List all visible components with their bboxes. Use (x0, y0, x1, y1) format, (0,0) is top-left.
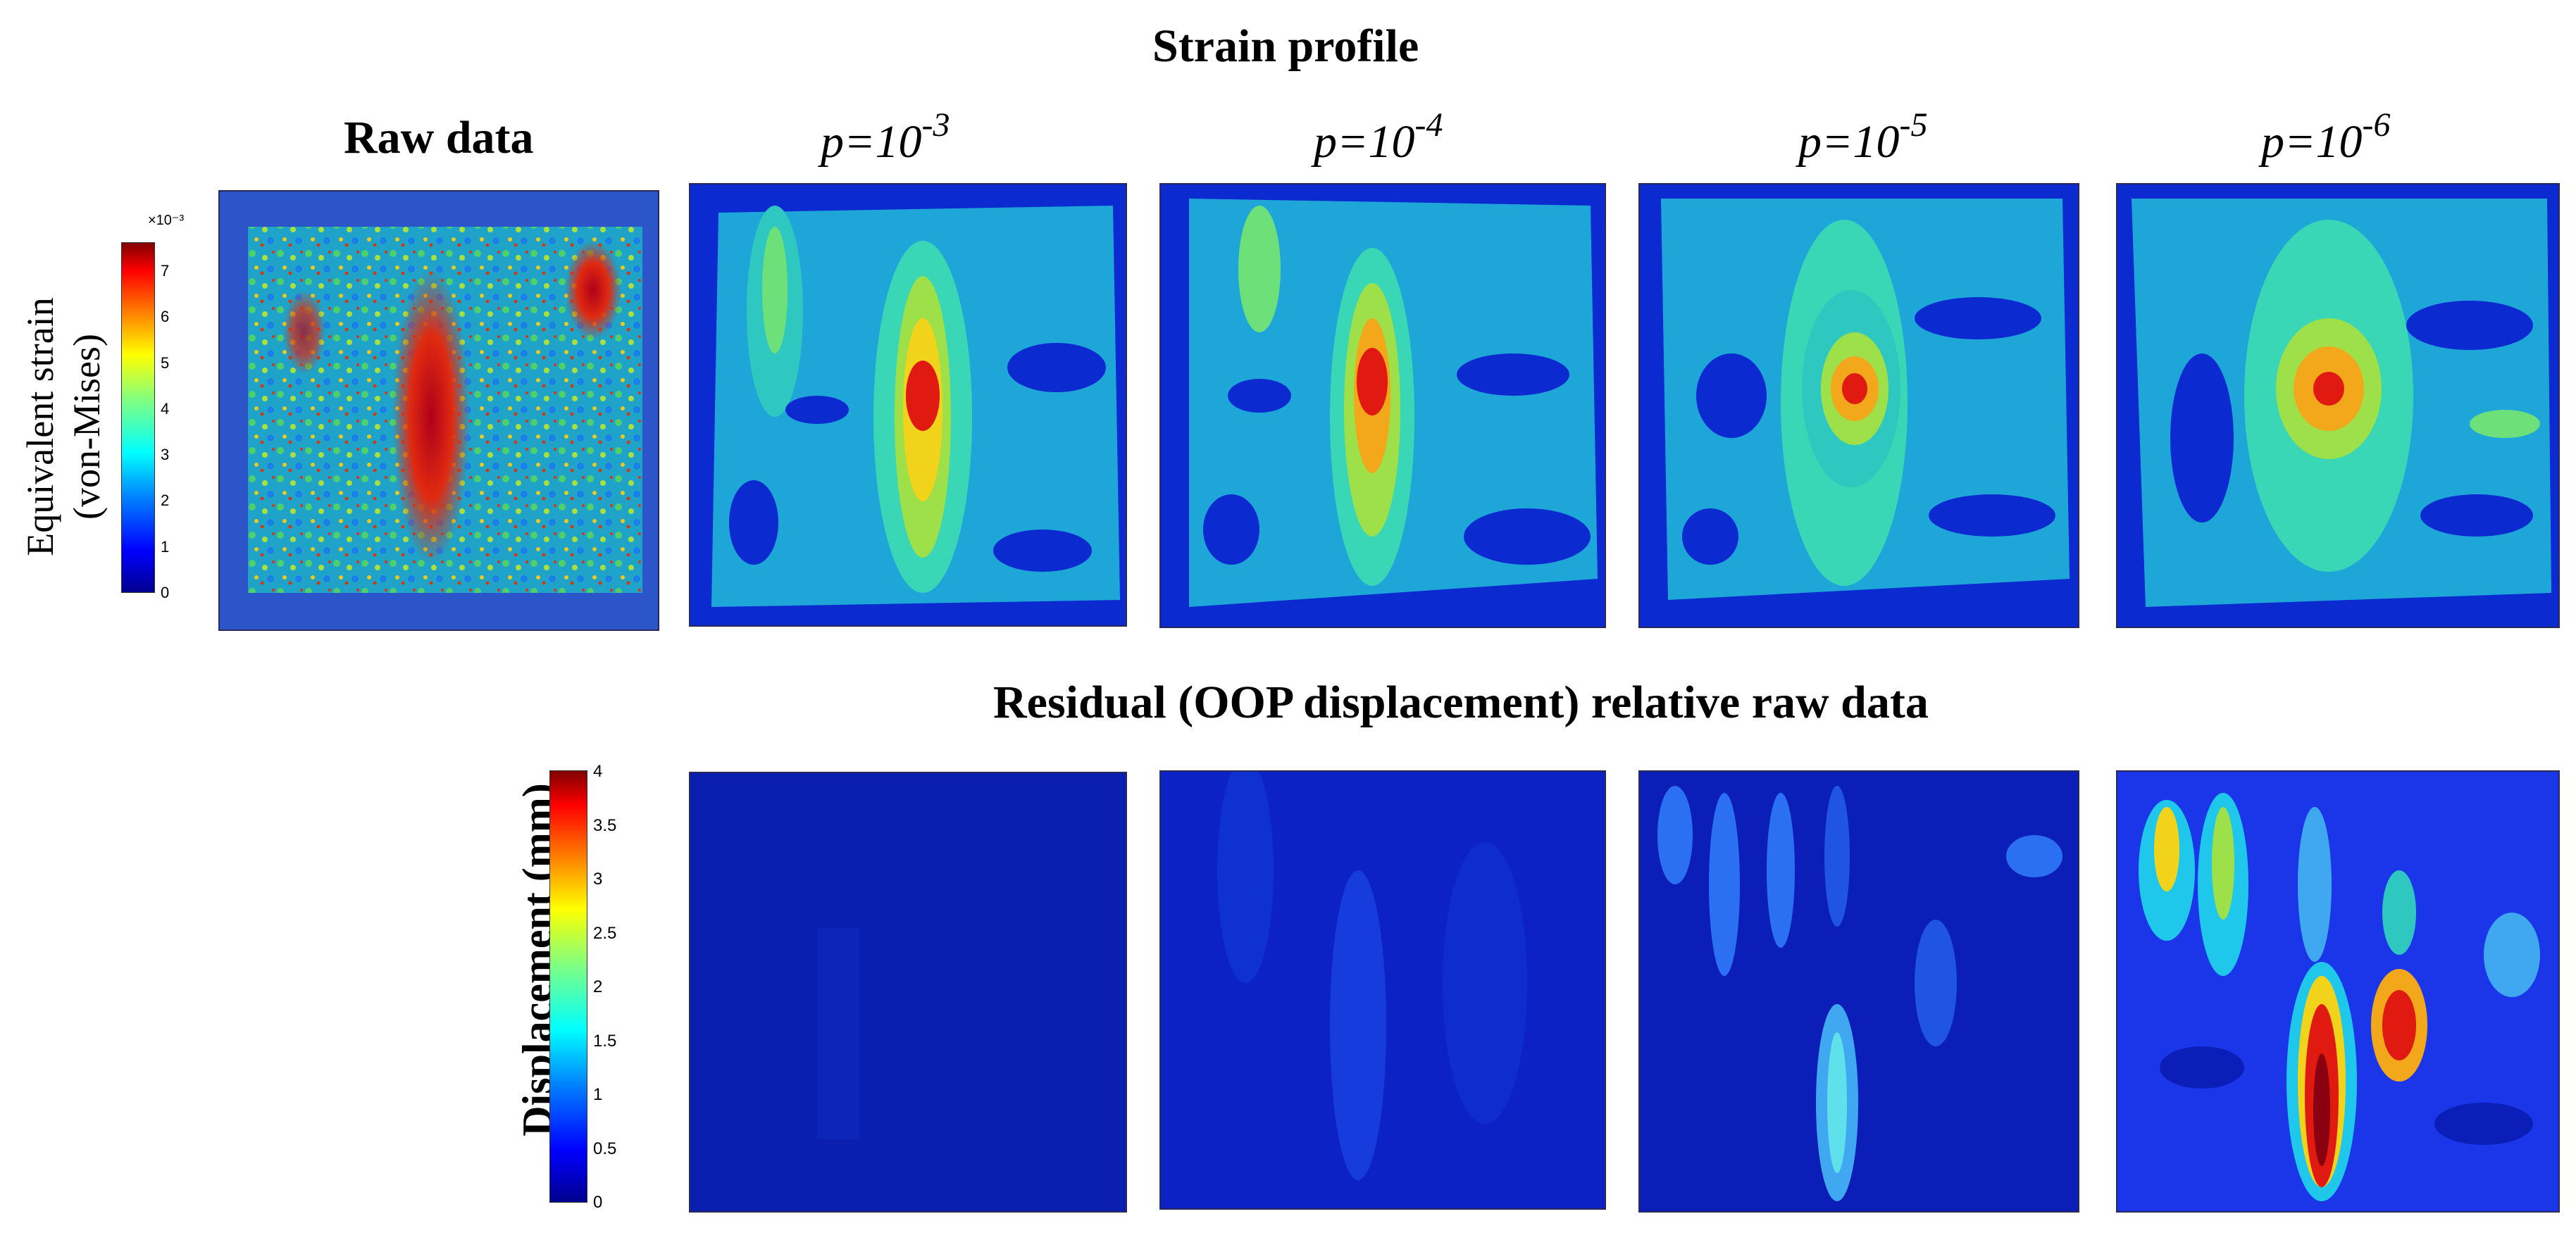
residual-panel-p1e-4 (1159, 770, 1606, 1210)
strain-colorbar (121, 242, 155, 593)
strain-panel-p1e-5 (1638, 183, 2079, 628)
p-label-1e-5: p=10-5 (1798, 106, 1928, 168)
strain-tick-4: 4 (161, 399, 170, 418)
displacement-tick-3-5: 3.5 (593, 815, 617, 835)
residual-title: Residual (OOP displacement) relative raw… (993, 677, 1929, 728)
displacement-tick-1-5: 1.5 (593, 1031, 617, 1051)
strain-profile-title: Strain profile (1152, 20, 1419, 72)
strain-tick-7: 7 (161, 262, 170, 280)
strain-tick-0: 0 (161, 584, 170, 601)
displacement-colorbar (549, 770, 587, 1203)
residual-panel-p1e-5 (1638, 770, 2079, 1213)
p-label-1e-6: p=10-6 (2261, 106, 2391, 168)
strain-colorbar-label: Equivalent strain (von-Mises) (19, 297, 108, 556)
displacement-tick-2-5: 2.5 (593, 923, 617, 943)
strain-tick-1: 1 (161, 537, 170, 556)
displacement-tick-4: 4 (593, 762, 603, 781)
strain-tick-5: 5 (161, 353, 170, 372)
strain-tick-3: 3 (161, 446, 170, 464)
p-label-1e-4: p=10-4 (1314, 106, 1443, 168)
strain-tick-2: 2 (161, 491, 170, 510)
strain-panel-p1e-4 (1159, 183, 1606, 628)
p-label-1e-3: p=10-3 (821, 106, 950, 168)
strain-panel-p1e-6 (2116, 183, 2560, 628)
displacement-tick-2: 2 (593, 977, 603, 996)
strain-panel-raw (218, 190, 659, 631)
residual-panel-p1e-6 (2116, 770, 2560, 1213)
raw-data-title: Raw data (344, 112, 534, 163)
displacement-tick-0: 0 (593, 1193, 603, 1212)
displacement-tick-1: 1 (593, 1085, 603, 1104)
strain-colorbar-multiplier: ×10⁻³ (148, 213, 185, 228)
strain-panel-p1e-3 (689, 183, 1127, 627)
displacement-tick-3: 3 (593, 870, 603, 889)
strain-tick-6: 6 (161, 308, 170, 326)
displacement-tick-0-5: 0.5 (593, 1139, 617, 1158)
residual-panel-p1e-3 (689, 772, 1127, 1213)
